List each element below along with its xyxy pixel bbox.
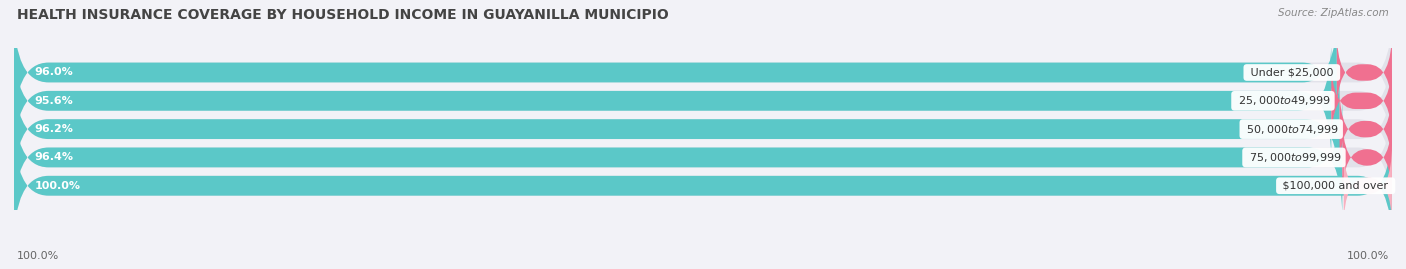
Text: 95.6%: 95.6% [35,96,73,106]
FancyBboxPatch shape [14,125,1392,247]
Text: 100.0%: 100.0% [1347,251,1389,261]
FancyBboxPatch shape [1337,31,1392,114]
FancyBboxPatch shape [14,125,1392,247]
Text: HEALTH INSURANCE COVERAGE BY HOUSEHOLD INCOME IN GUAYANILLA MUNICIPIO: HEALTH INSURANCE COVERAGE BY HOUSEHOLD I… [17,8,669,22]
Text: $50,000 to $74,999: $50,000 to $74,999 [1243,123,1340,136]
Text: 96.0%: 96.0% [35,68,73,77]
FancyBboxPatch shape [14,12,1392,133]
Text: $75,000 to $99,999: $75,000 to $99,999 [1246,151,1343,164]
Text: 96.2%: 96.2% [35,124,73,134]
Text: $25,000 to $49,999: $25,000 to $49,999 [1234,94,1331,107]
FancyBboxPatch shape [14,12,1337,133]
Text: Source: ZipAtlas.com: Source: ZipAtlas.com [1278,8,1389,18]
FancyBboxPatch shape [14,97,1392,218]
FancyBboxPatch shape [14,40,1331,162]
Text: 100.0%: 100.0% [35,181,80,191]
FancyBboxPatch shape [14,68,1392,190]
Text: Under $25,000: Under $25,000 [1247,68,1337,77]
FancyBboxPatch shape [1331,59,1392,142]
FancyBboxPatch shape [1344,144,1392,227]
FancyBboxPatch shape [14,68,1340,190]
Text: 100.0%: 100.0% [17,251,59,261]
FancyBboxPatch shape [1343,116,1392,199]
FancyBboxPatch shape [14,97,1343,218]
Text: $100,000 and over: $100,000 and over [1279,181,1392,191]
FancyBboxPatch shape [1340,88,1392,171]
FancyBboxPatch shape [14,40,1392,162]
Text: 96.4%: 96.4% [35,153,73,162]
